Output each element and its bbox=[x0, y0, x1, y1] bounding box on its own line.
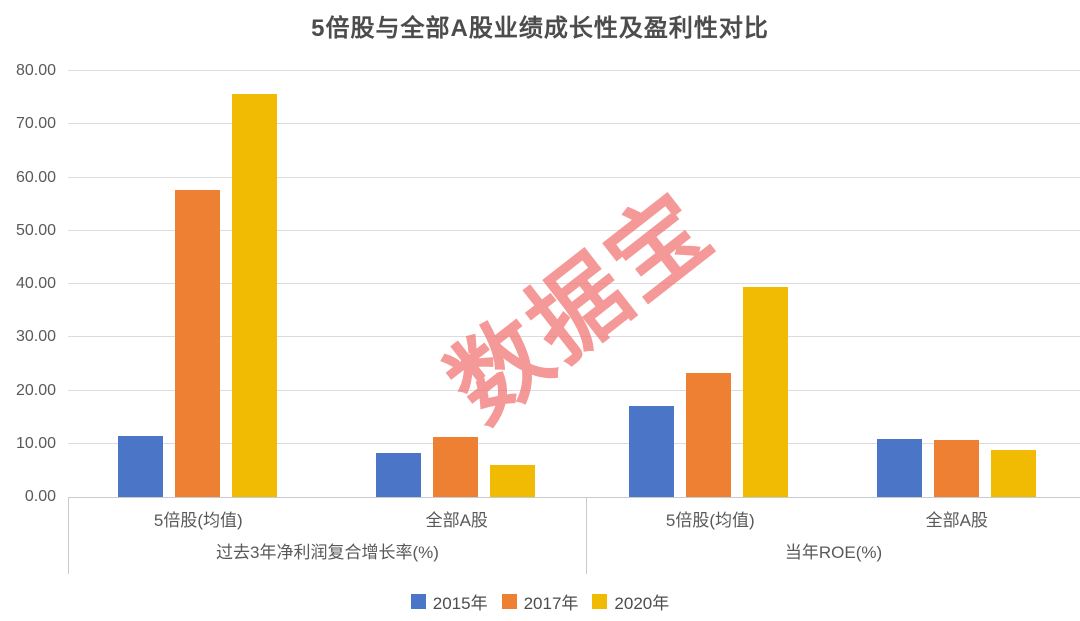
bar-2015年 bbox=[117, 435, 163, 497]
bar-group bbox=[376, 71, 536, 497]
y-tick-label: 0.00 bbox=[24, 488, 56, 505]
bar-2017年 bbox=[686, 372, 732, 497]
gridline-80 bbox=[68, 70, 1080, 71]
legend-label: 2015年 bbox=[432, 594, 488, 613]
y-tick-label: 10.00 bbox=[15, 434, 56, 452]
category-label-row: 5倍股(均值) 全部A股 bbox=[587, 498, 1080, 538]
gridline-30 bbox=[68, 336, 1080, 338]
category-label-row: 5倍股(均值) 全部A股 bbox=[69, 498, 586, 538]
panel-label: 当年ROE(%) bbox=[784, 543, 883, 562]
legend-item-2015年: 2015年 bbox=[410, 589, 488, 614]
bar-2015年 bbox=[376, 453, 422, 497]
panel-label: 过去3年净利润复合增长率(%) bbox=[216, 543, 439, 562]
category-label: 全部A股 bbox=[925, 510, 988, 530]
bar-group bbox=[117, 71, 277, 497]
y-tick-label: 50.00 bbox=[15, 221, 56, 239]
category-label: 全部A股 bbox=[425, 510, 488, 530]
x-axis: 5倍股(均值) 全部A股过去3年净利润复合增长率(%) 5倍股(均值) 全部A股当年R… bbox=[68, 497, 1080, 574]
bar-2017年 bbox=[174, 189, 220, 497]
panel-0 bbox=[68, 71, 585, 497]
gridline-20 bbox=[68, 389, 1080, 391]
bar-panels bbox=[68, 71, 1080, 497]
gridline-70 bbox=[68, 123, 1080, 125]
category-label: 5倍股(均值) bbox=[665, 510, 755, 530]
y-tick-label: 70.00 bbox=[15, 115, 56, 133]
category-slot bbox=[833, 71, 1080, 497]
legend-label: 2017年 bbox=[523, 594, 579, 613]
gridline-60 bbox=[68, 176, 1080, 178]
bar-2020年 bbox=[231, 93, 277, 497]
legend-swatch-icon bbox=[592, 594, 608, 609]
panel-1 bbox=[585, 71, 1080, 497]
category-slot bbox=[68, 71, 327, 497]
bar-2020年 bbox=[743, 287, 789, 497]
bar-2015年 bbox=[629, 406, 675, 497]
legend-item-2017年: 2017年 bbox=[501, 589, 579, 614]
x-axis-panel-1: 5倍股(均值) 全部A股当年ROE(%) bbox=[586, 498, 1080, 574]
gridline-10 bbox=[68, 442, 1080, 444]
gridline-50 bbox=[68, 229, 1080, 231]
bar-2020年 bbox=[490, 465, 536, 497]
y-tick-label: 40.00 bbox=[15, 275, 56, 292]
legend-label: 2020年 bbox=[614, 594, 670, 613]
legend-swatch-icon bbox=[410, 594, 426, 609]
bar-2017年 bbox=[933, 440, 979, 497]
gridline-40 bbox=[68, 283, 1080, 284]
y-tick-label: 30.00 bbox=[15, 328, 56, 346]
bar-2015年 bbox=[876, 438, 922, 497]
y-tick-label: 80.00 bbox=[15, 62, 56, 79]
y-tick-label: 20.00 bbox=[15, 381, 56, 399]
bar-group bbox=[876, 71, 1036, 497]
bar-2017年 bbox=[433, 437, 479, 497]
category-slot bbox=[585, 71, 833, 497]
legend-item-2020年: 2020年 bbox=[592, 589, 669, 614]
legend-swatch-icon bbox=[501, 594, 517, 609]
bar-group bbox=[629, 71, 789, 497]
plot-area: 数据宝 bbox=[68, 70, 1080, 497]
category-slot bbox=[327, 71, 586, 497]
bar-2020年 bbox=[990, 450, 1036, 497]
y-axis: 80.00 70.00 60.00 50.00 40.00 30.00 20.00 10.00… bbox=[0, 63, 56, 505]
chart-title: 5倍股与全部A股业绩成长性及盈利性对比 bbox=[311, 15, 769, 42]
y-tick-label: 60.00 bbox=[15, 168, 56, 186]
x-axis-panel-0: 5倍股(均值) 全部A股过去3年净利润复合增长率(%) bbox=[68, 498, 586, 574]
legend: 2015年 2017年 2020年 bbox=[0, 589, 1080, 614]
category-label: 5倍股(均值) bbox=[153, 510, 243, 530]
